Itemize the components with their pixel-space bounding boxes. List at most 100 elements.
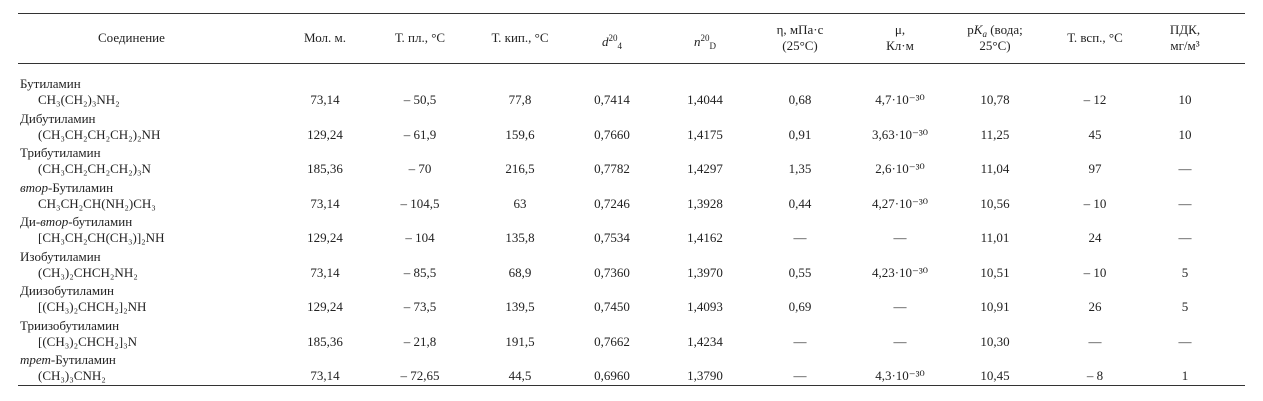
value-cell: 4,23·10⁻³⁰ <box>871 264 929 280</box>
value-cell: 5 <box>1181 264 1189 280</box>
header-cell: Мол. м. <box>304 30 346 46</box>
value-cell: 68,9 <box>508 264 532 280</box>
value-cell: 0,7414 <box>594 92 630 107</box>
compound-formula: (CH₃)₂CHCH₂NH₂ <box>38 264 138 280</box>
text-segment: Мол. м. <box>303 30 347 45</box>
value-cell: 4,7·10⁻³⁰ <box>875 92 925 107</box>
text-segment: Дибутиламин <box>20 110 96 126</box>
value-cell: 10 <box>1178 126 1192 142</box>
header-cell: (25°С) <box>782 38 818 54</box>
text-segment: Трибутиламин <box>20 145 101 160</box>
compound-name: Ди-втор-бутиламин <box>20 214 132 230</box>
value-cell: 11,04 <box>980 161 1010 176</box>
header-cell: 25°С) <box>979 38 1010 54</box>
header-cell: η, мПа·с <box>777 22 824 38</box>
value-cell: 159,6 <box>505 126 535 142</box>
header-cell: Т. кип., °С <box>492 30 549 46</box>
compound-name: трет-Бутиламин <box>20 352 116 368</box>
value-cell: 1,4234 <box>687 333 723 349</box>
value-cell: 1,4175 <box>687 126 723 142</box>
value-cell: 77,8 <box>508 92 532 107</box>
value-cell: 0,7534 <box>594 230 630 245</box>
header-cell: Т. всп., °С <box>1067 30 1123 46</box>
value-cell: 73,14 <box>310 195 340 211</box>
value-cell: 191,5 <box>505 333 535 349</box>
text-segment: Диизобутиламин <box>20 283 114 298</box>
value-cell: 73,14 <box>310 368 340 383</box>
compound-formula: [CH₃CH₂CH(CH₃)]₂NH <box>38 230 165 245</box>
value-cell: 10,56 <box>980 195 1010 211</box>
value-cell: 129,24 <box>307 126 343 142</box>
header-cell: Соединение <box>98 30 165 46</box>
value-cell: 4,3·10⁻³⁰ <box>875 368 925 383</box>
value-cell: – 10 <box>1083 195 1107 211</box>
value-cell: 10,51 <box>980 264 1010 280</box>
compound-name: Изобутиламин <box>20 249 101 265</box>
value-cell: 129,24 <box>307 230 343 245</box>
value-cell: 4,27·10⁻³⁰ <box>871 195 929 211</box>
value-cell: 11,25 <box>980 126 1010 142</box>
text-segment: -бутиламин <box>68 214 133 229</box>
value-cell: 1,35 <box>788 161 812 176</box>
value-cell: — <box>1178 333 1192 349</box>
compound-name: Диизобутиламин <box>20 283 114 299</box>
text-segment: D <box>709 41 717 51</box>
text-segment: K <box>973 22 983 37</box>
compound-name: Бутиламин <box>20 76 81 92</box>
text-segment: -Бутиламин <box>50 352 116 367</box>
text-segment: ПДК, <box>1169 22 1201 37</box>
value-cell: 0,7662 <box>594 333 630 349</box>
value-cell: 0,7360 <box>594 264 630 280</box>
value-cell: — <box>1178 230 1192 245</box>
value-cell: 2,6·10⁻³⁰ <box>875 161 925 176</box>
value-cell: 0,7246 <box>594 195 630 211</box>
value-cell: 44,5 <box>508 368 532 383</box>
compound-name: Трибутиламин <box>20 145 101 161</box>
value-cell: 0,7782 <box>594 161 630 176</box>
text-segment: μ, <box>894 22 906 37</box>
compound-formula: (CH₃CH₂CH₂CH₂)₂NH <box>38 126 161 142</box>
value-cell: — <box>893 333 907 349</box>
value-cell: – 85,5 <box>403 264 437 280</box>
compound-formula: (CH₃CH₂CH₂CH₂)₃N <box>38 161 151 176</box>
value-cell: 1,4093 <box>687 299 723 314</box>
value-cell: – 61,9 <box>403 126 437 142</box>
value-cell: – 50,5 <box>403 92 437 107</box>
header-cell: Т. пл., °С <box>395 30 445 46</box>
text-segment: 20 <box>700 33 710 43</box>
value-cell: – 10 <box>1083 264 1107 280</box>
header-cell: Кл·м <box>886 38 914 54</box>
header-cell: мг/м³ <box>1170 38 1199 54</box>
text-segment: -Бутиламин <box>48 179 114 195</box>
value-cell: 1 <box>1181 368 1189 383</box>
text-segment: 20 <box>608 33 618 43</box>
value-cell: 10,45 <box>980 368 1010 383</box>
value-cell: 10,78 <box>980 92 1010 107</box>
text-segment: Ди- <box>20 214 41 229</box>
text-segment: Т. всп., °С <box>1067 30 1123 45</box>
value-cell: – 104 <box>405 230 435 245</box>
value-cell: 0,55 <box>788 264 812 280</box>
value-cell: – 73,5 <box>403 299 437 314</box>
text-segment: втор <box>20 179 49 195</box>
value-cell: – 104,5 <box>400 195 440 211</box>
value-cell: 1,4297 <box>687 161 723 176</box>
text-segment: η, мПа·с <box>776 22 824 37</box>
text-segment: втор <box>40 214 69 229</box>
value-cell: 45 <box>1088 126 1102 142</box>
header-cell: μ, <box>895 22 905 38</box>
value-cell: 0,69 <box>788 299 812 314</box>
value-cell: – 70 <box>408 161 432 176</box>
value-cell: 1,3928 <box>687 195 723 211</box>
value-cell: — <box>893 299 907 314</box>
compound-name: Дибутиламин <box>20 111 95 127</box>
compound-name: Триизобутиламин <box>20 318 119 334</box>
value-cell: 0,44 <box>788 195 812 211</box>
top-rule <box>18 13 1245 14</box>
value-cell: – 21,8 <box>403 333 437 349</box>
text-segment: трет <box>20 352 51 367</box>
value-cell: 10,30 <box>980 333 1010 349</box>
value-cell: 73,14 <box>310 92 340 107</box>
header-cell: d204 <box>602 30 622 54</box>
